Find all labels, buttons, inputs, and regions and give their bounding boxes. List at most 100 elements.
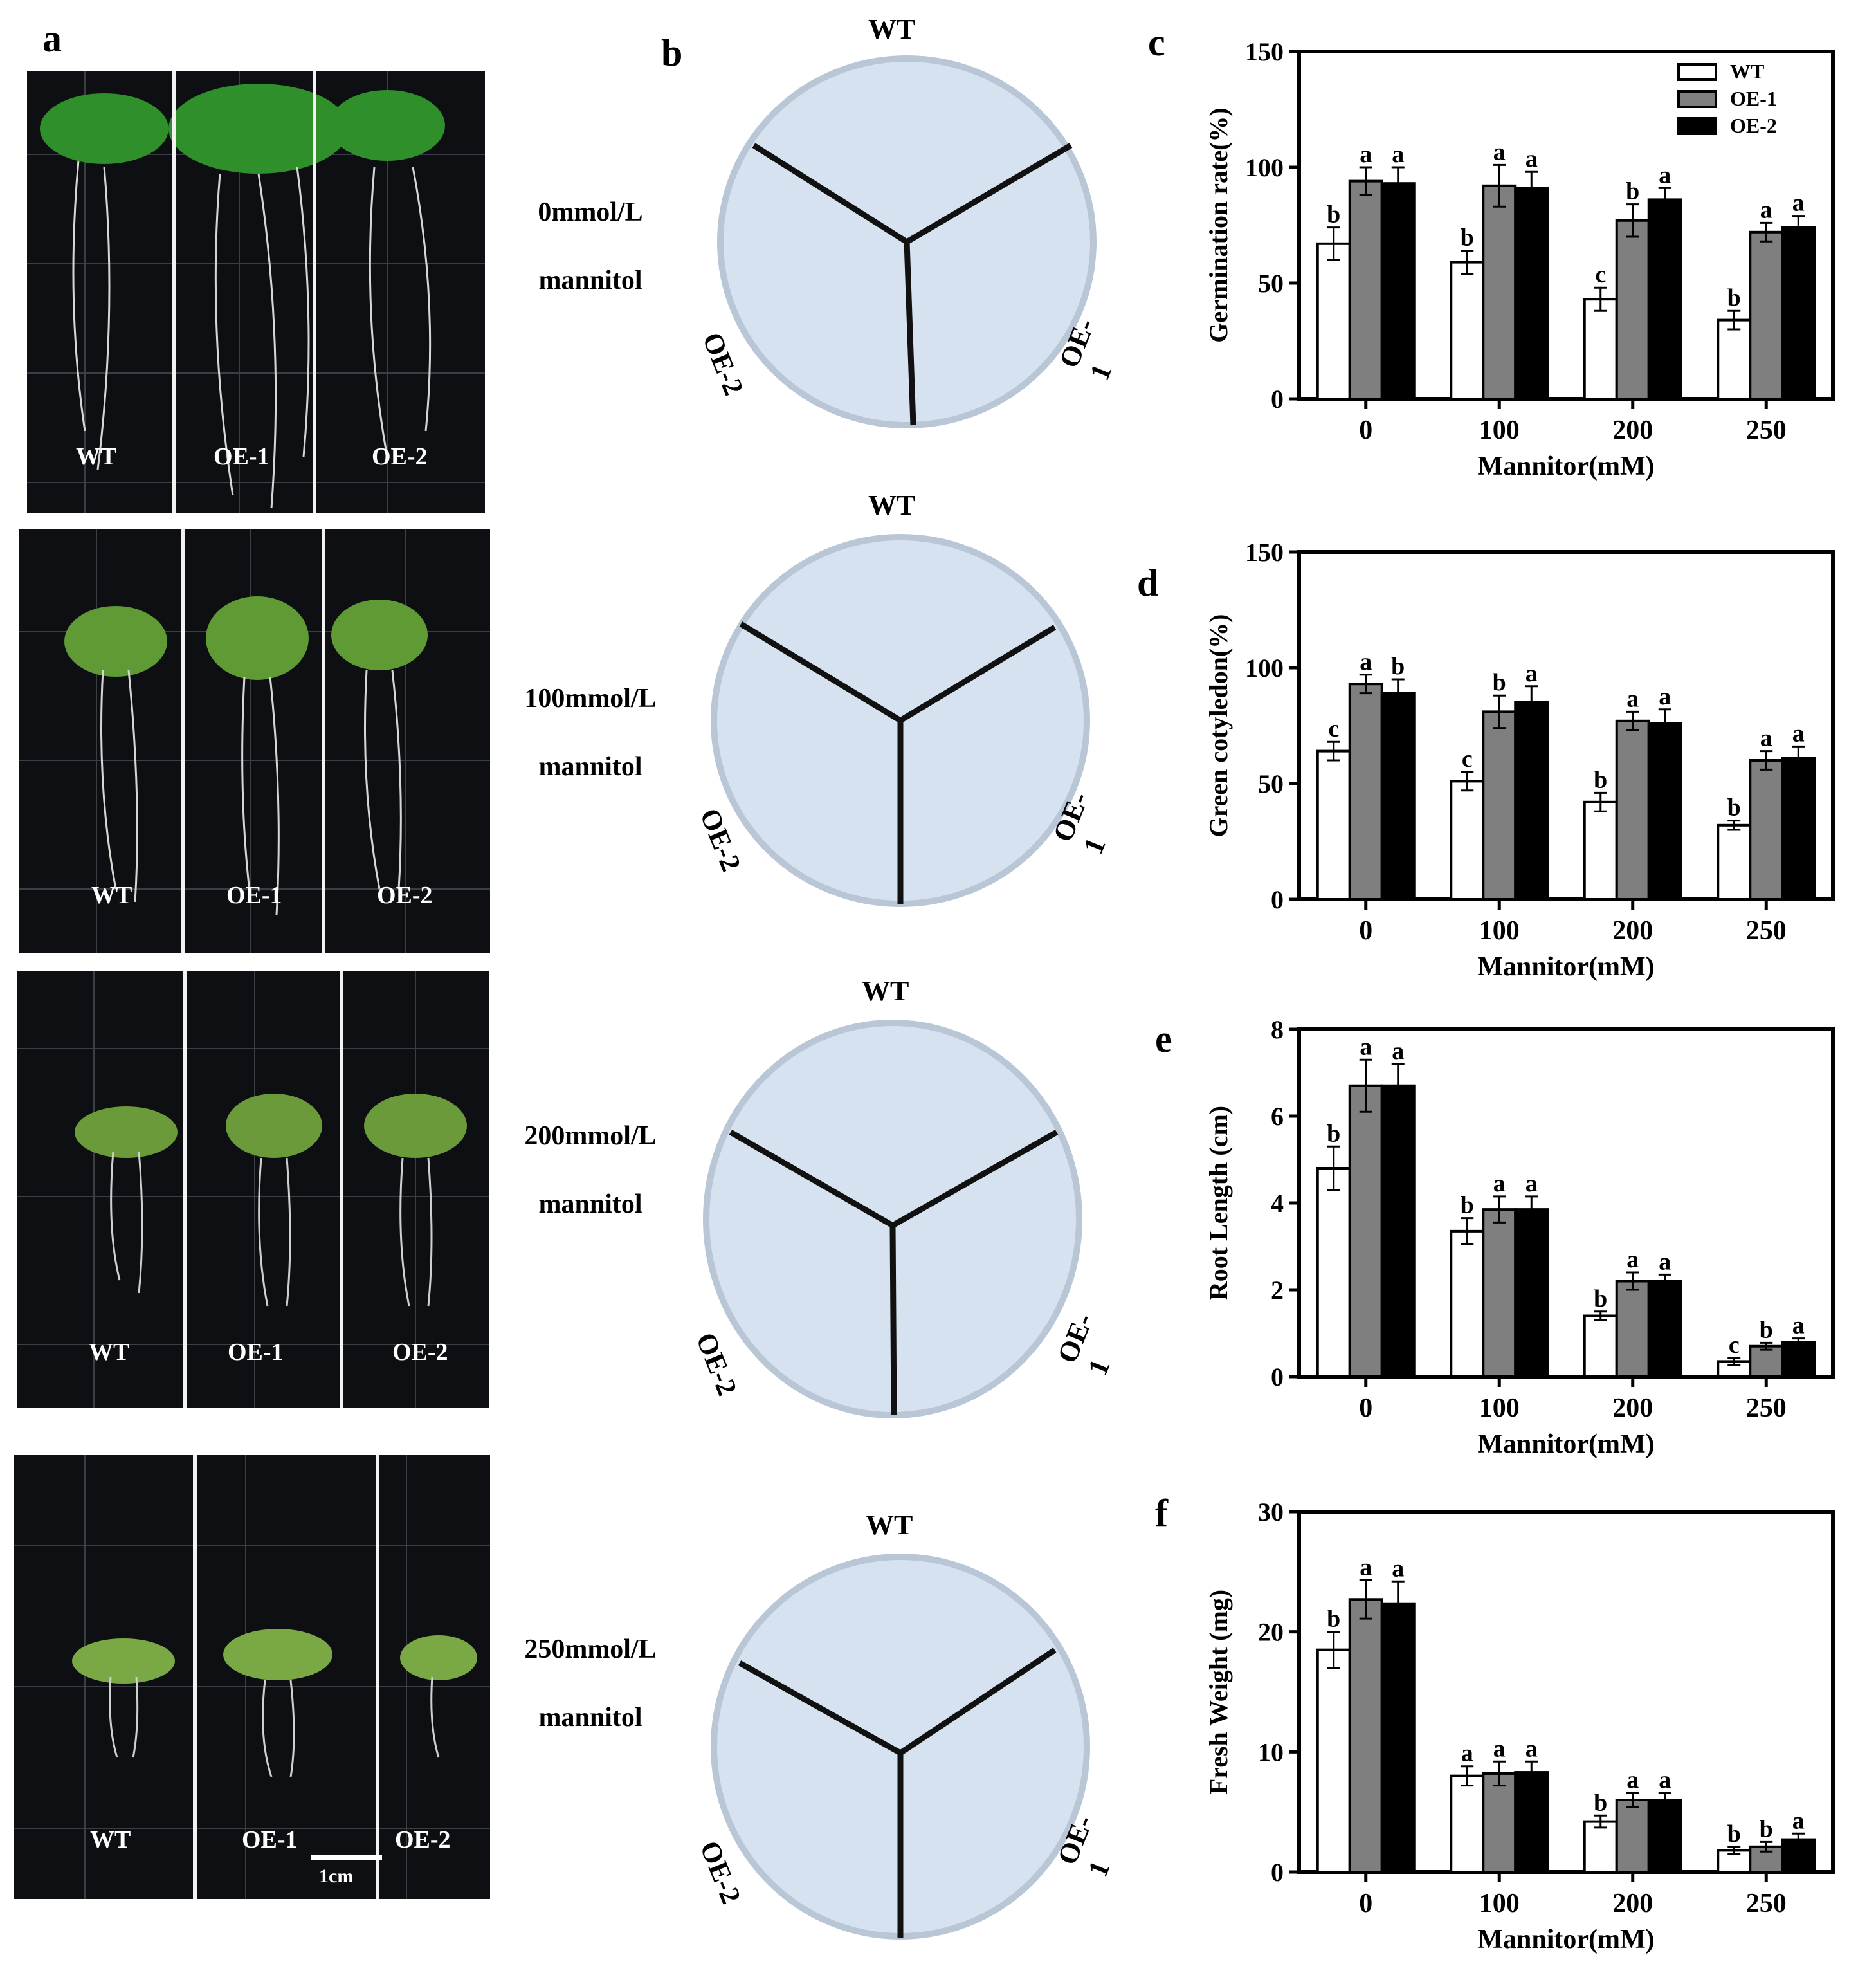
bar: [1615, 1280, 1650, 1378]
y-axis-label: Fresh Weight (mg): [1204, 1590, 1233, 1795]
significance-letter: b: [1626, 178, 1639, 205]
x-tick-label: 0: [1359, 416, 1372, 445]
bar: [1348, 1598, 1383, 1873]
bar: [1482, 710, 1517, 901]
y-tick-label: 0: [1271, 1858, 1284, 1887]
photo-label-oe2: OE-2: [395, 1826, 451, 1853]
x-axis-label: Mannitor(mM): [1477, 452, 1654, 481]
bar: [1781, 1341, 1816, 1378]
significance-letter: b: [1727, 1821, 1741, 1848]
bar: [1615, 1799, 1650, 1873]
plate-label-wt: WT: [868, 490, 916, 521]
bar: [1316, 1648, 1351, 1874]
condition-conc: 0mmol/L: [538, 197, 643, 227]
bar: [1717, 318, 1752, 401]
seedling-photo-250: WT OE-1 OE-2 1cm: [14, 1455, 490, 1899]
x-tick-label: 0: [1359, 1889, 1372, 1918]
y-tick-label: 4: [1271, 1189, 1284, 1218]
bar: [1647, 1280, 1682, 1378]
bar: [1450, 1774, 1485, 1873]
bar: [1348, 683, 1383, 901]
significance-letter: b: [1760, 1815, 1773, 1842]
significance-letter: a: [1659, 161, 1671, 188]
panel-label-f: f: [1155, 1492, 1168, 1534]
bar: [1514, 701, 1549, 901]
scale-bar: [311, 1855, 382, 1860]
significance-letter: a: [1392, 1038, 1404, 1065]
bar: [1514, 1771, 1549, 1874]
x-tick-label: 100: [1479, 1889, 1520, 1918]
plot-frame: [1297, 50, 1835, 401]
y-tick-label: 2: [1271, 1276, 1284, 1305]
condition-agent: mannitol: [538, 266, 642, 295]
bar: [1450, 1229, 1485, 1378]
bar: [1316, 1167, 1351, 1378]
x-tick-label: 250: [1746, 1889, 1787, 1918]
plate-label-wt: WT: [862, 975, 909, 1007]
y-tick-label: 0: [1271, 885, 1284, 914]
bar: [1380, 692, 1416, 901]
condition-label-100: 100mmol/L mannitol: [507, 683, 674, 782]
seedling-photo-100: WT OE-1 OE-2: [19, 529, 490, 953]
y-tick-label: 6: [1271, 1102, 1284, 1131]
seedling-photo-200: WT OE-1 OE-2: [17, 971, 489, 1408]
bar: [1348, 1084, 1383, 1378]
bar: [1583, 1314, 1618, 1378]
petri-dish: [717, 55, 1097, 428]
significance-letter: a: [1493, 138, 1506, 165]
significance-letter: a: [1792, 1807, 1805, 1834]
significance-letter: b: [1493, 669, 1506, 696]
y-tick-label: 150: [1245, 39, 1284, 66]
significance-letter: a: [1525, 1170, 1538, 1197]
significance-letter: a: [1792, 1312, 1805, 1339]
significance-letter: b: [1327, 1606, 1340, 1633]
y-tick-label: 10: [1258, 1738, 1284, 1766]
scale-bar-label: 1cm: [319, 1866, 354, 1887]
bar: [1583, 298, 1618, 401]
photo-grid: [27, 71, 485, 513]
bar: [1749, 759, 1784, 901]
condition-agent: mannitol: [538, 752, 642, 782]
plate-250: WT OE-2 OE-1: [682, 1509, 1119, 1946]
significance-letter: a: [1760, 196, 1772, 223]
bar: [1749, 230, 1784, 400]
legend-label: OE-2: [1730, 114, 1777, 137]
significance-letter: b: [1727, 794, 1741, 821]
significance-letter: b: [1727, 284, 1741, 311]
x-tick-label: 200: [1612, 1889, 1653, 1918]
seedling-photo-0: WT OE-1 OE-2: [27, 71, 485, 513]
bar: [1647, 1799, 1682, 1873]
chart-fresh-weight: 0 10 20 30 Fresh Weight (mg) 0 b a a 100 a a a 200 b a a…: [1190, 1498, 1871, 1978]
significance-letter: b: [1594, 1789, 1607, 1816]
plate-100: WT OE-2 OE-1: [682, 489, 1119, 913]
legend-swatch: [1677, 117, 1717, 135]
significance-letter: a: [1659, 1248, 1671, 1275]
photo-label-wt: WT: [91, 882, 132, 909]
significance-letter: a: [1525, 145, 1538, 172]
panel-label-b: b: [661, 32, 683, 74]
bar: [1316, 242, 1351, 400]
petri-dish: [711, 534, 1090, 907]
significance-letter: a: [1360, 1554, 1372, 1581]
bar: [1482, 1208, 1517, 1378]
condition-label-0: 0mmol/L mannitol: [507, 197, 674, 296]
condition-label-200: 200mmol/L mannitol: [507, 1121, 674, 1220]
significance-letter: c: [1462, 746, 1473, 773]
bar: [1647, 198, 1682, 400]
bar: [1482, 1772, 1517, 1873]
bar: [1482, 184, 1517, 401]
y-axis-label: Germination rate(%): [1204, 107, 1233, 342]
x-tick-label: 0: [1359, 916, 1372, 946]
bar: [1450, 780, 1485, 901]
bar: [1316, 749, 1351, 901]
y-tick-label: 0: [1271, 385, 1284, 414]
x-tick-label: 250: [1746, 916, 1787, 946]
x-tick-label: 100: [1479, 416, 1520, 445]
y-tick-label: 100: [1245, 153, 1284, 182]
significance-letter: b: [1327, 1120, 1340, 1147]
bar: [1514, 187, 1549, 400]
panel-label-a: a: [42, 17, 62, 60]
